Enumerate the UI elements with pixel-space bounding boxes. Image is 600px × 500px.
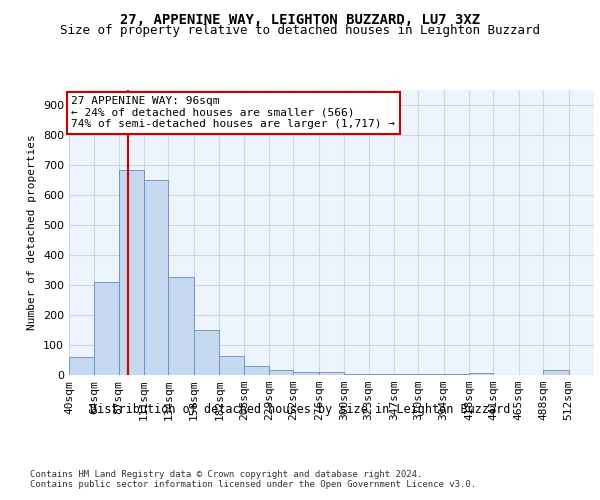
- Bar: [543, 370, 569, 375]
- Bar: [368, 374, 394, 375]
- Bar: [344, 374, 368, 375]
- Bar: [220, 356, 244, 375]
- Bar: [394, 374, 418, 375]
- Text: Size of property relative to detached houses in Leighton Buzzard: Size of property relative to detached ho…: [60, 24, 540, 37]
- Bar: [269, 370, 293, 375]
- Bar: [244, 366, 269, 375]
- Y-axis label: Number of detached properties: Number of detached properties: [28, 134, 37, 330]
- Text: 27, APPENINE WAY, LEIGHTON BUZZARD, LU7 3XZ: 27, APPENINE WAY, LEIGHTON BUZZARD, LU7 …: [120, 12, 480, 26]
- Text: Contains HM Land Registry data © Crown copyright and database right 2024.
Contai: Contains HM Land Registry data © Crown c…: [30, 470, 476, 490]
- Bar: [194, 330, 220, 375]
- Bar: [94, 282, 119, 375]
- Bar: [169, 276, 194, 375]
- Bar: [319, 372, 344, 375]
- Bar: [443, 374, 469, 375]
- Text: Distribution of detached houses by size in Leighton Buzzard: Distribution of detached houses by size …: [90, 402, 510, 415]
- Bar: [69, 357, 94, 375]
- Bar: [119, 170, 144, 375]
- Text: 27 APPENINE WAY: 96sqm
← 24% of detached houses are smaller (566)
74% of semi-de: 27 APPENINE WAY: 96sqm ← 24% of detached…: [71, 96, 395, 129]
- Bar: [144, 180, 169, 375]
- Bar: [469, 372, 493, 375]
- Bar: [418, 374, 443, 375]
- Bar: [293, 372, 319, 375]
